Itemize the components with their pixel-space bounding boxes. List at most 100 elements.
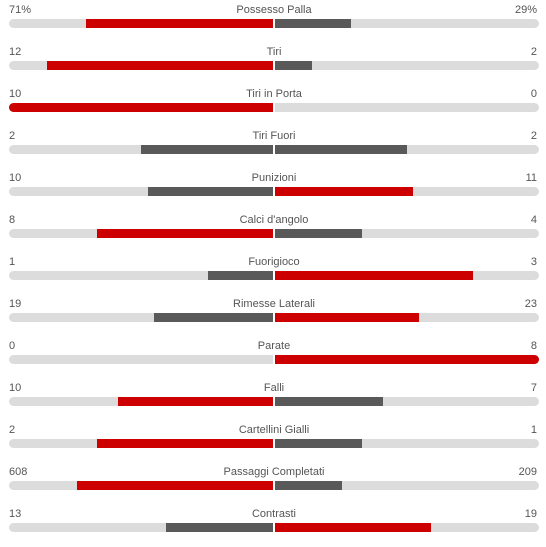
home-value: 1 xyxy=(9,256,16,268)
away-bar xyxy=(274,355,539,364)
home-bar xyxy=(141,145,274,154)
away-bar xyxy=(274,397,383,406)
away-bar xyxy=(274,271,473,280)
home-value: 0 xyxy=(9,340,16,352)
away-bar xyxy=(274,61,312,70)
stat-row: 2 Tiri Fuori 2 xyxy=(0,127,546,169)
stat-row: 12 Tiri 2 xyxy=(0,43,546,85)
center-divider xyxy=(273,271,275,280)
stat-row: 71% Possesso Palla 29% xyxy=(0,1,546,43)
away-bar xyxy=(274,523,431,532)
away-value: 29% xyxy=(514,4,537,16)
center-divider xyxy=(273,397,275,406)
home-bar xyxy=(118,397,274,406)
away-bar xyxy=(274,481,342,490)
stat-bar-track xyxy=(9,103,539,112)
home-value: 71% xyxy=(9,4,32,16)
away-value: 7 xyxy=(530,382,537,394)
stat-label: Contrasti xyxy=(251,508,297,520)
away-bar xyxy=(274,19,351,28)
stat-row: 10 Falli 7 xyxy=(0,379,546,421)
away-value: 23 xyxy=(524,298,537,310)
stat-row: 1 Fuorigioco 3 xyxy=(0,253,546,295)
home-value: 8 xyxy=(9,214,16,226)
stat-label: Possesso Palla xyxy=(236,4,312,16)
home-bar xyxy=(77,481,274,490)
stat-row: 608 Passaggi Completati 209 xyxy=(0,463,546,505)
center-divider xyxy=(273,355,275,364)
stat-label: Passaggi Completati xyxy=(223,466,325,478)
stat-bar-track xyxy=(9,271,539,280)
center-divider xyxy=(273,481,275,490)
center-divider xyxy=(273,439,275,448)
center-divider xyxy=(273,313,275,322)
away-value: 209 xyxy=(518,466,537,478)
away-bar xyxy=(274,229,362,238)
home-bar xyxy=(154,313,274,322)
home-value: 10 xyxy=(9,88,22,100)
stat-bar-track xyxy=(9,523,539,532)
home-value: 10 xyxy=(9,382,22,394)
stat-row: 10 Tiri in Porta 0 xyxy=(0,85,546,127)
home-value: 13 xyxy=(9,508,22,520)
home-bar xyxy=(47,61,274,70)
stat-row: 0 Parate 8 xyxy=(0,337,546,379)
away-value: 1 xyxy=(530,424,537,436)
stat-row: 2 Cartellini Gialli 1 xyxy=(0,421,546,463)
stat-bar-track xyxy=(9,355,539,364)
away-value: 19 xyxy=(524,508,537,520)
home-value: 12 xyxy=(9,46,22,58)
away-value: 3 xyxy=(530,256,537,268)
stat-bar-track xyxy=(9,229,539,238)
center-divider xyxy=(273,145,275,154)
home-bar xyxy=(208,271,274,280)
stat-label: Calci d'angolo xyxy=(239,214,309,226)
home-value: 10 xyxy=(9,172,22,184)
away-value: 2 xyxy=(530,130,537,142)
away-bar xyxy=(274,145,407,154)
away-value: 11 xyxy=(525,172,537,184)
stat-row: 10 Punizioni 11 xyxy=(0,169,546,211)
stat-bar-track xyxy=(9,187,539,196)
center-divider xyxy=(273,103,275,112)
away-bar xyxy=(274,187,413,196)
stat-bar-track xyxy=(9,313,539,322)
center-divider xyxy=(273,19,275,28)
home-bar xyxy=(166,523,274,532)
home-bar xyxy=(148,187,274,196)
stat-bar-track xyxy=(9,397,539,406)
center-divider xyxy=(273,229,275,238)
home-bar xyxy=(97,229,274,238)
stat-bar-track xyxy=(9,61,539,70)
stat-row: 8 Calci d'angolo 4 xyxy=(0,211,546,253)
center-divider xyxy=(273,61,275,70)
home-value: 2 xyxy=(9,130,16,142)
away-value: 2 xyxy=(530,46,537,58)
center-divider xyxy=(273,187,275,196)
home-value: 19 xyxy=(9,298,22,310)
stat-label: Falli xyxy=(263,382,285,394)
away-bar xyxy=(274,313,419,322)
away-value: 0 xyxy=(530,88,537,100)
center-divider xyxy=(273,523,275,532)
stat-label: Parate xyxy=(257,340,291,352)
stat-row: 13 Contrasti 19 xyxy=(0,505,546,547)
stat-label: Punizioni xyxy=(251,172,297,184)
home-bar xyxy=(86,19,274,28)
stat-bar-track xyxy=(9,481,539,490)
stat-bar-track xyxy=(9,145,539,154)
away-value: 4 xyxy=(530,214,537,226)
home-bar xyxy=(97,439,274,448)
away-value: 8 xyxy=(530,340,537,352)
stat-label: Cartellini Gialli xyxy=(238,424,310,436)
stat-label: Rimesse Laterali xyxy=(233,298,315,310)
stat-bar-track xyxy=(9,439,539,448)
away-bar xyxy=(274,439,362,448)
stat-label: Tiri in Porta xyxy=(246,88,302,100)
home-value: 2 xyxy=(9,424,16,436)
stat-label: Fuorigioco xyxy=(248,256,300,268)
home-bar xyxy=(9,103,274,112)
stat-label: Tiri Fuori xyxy=(252,130,296,142)
stat-bar-track xyxy=(9,19,539,28)
